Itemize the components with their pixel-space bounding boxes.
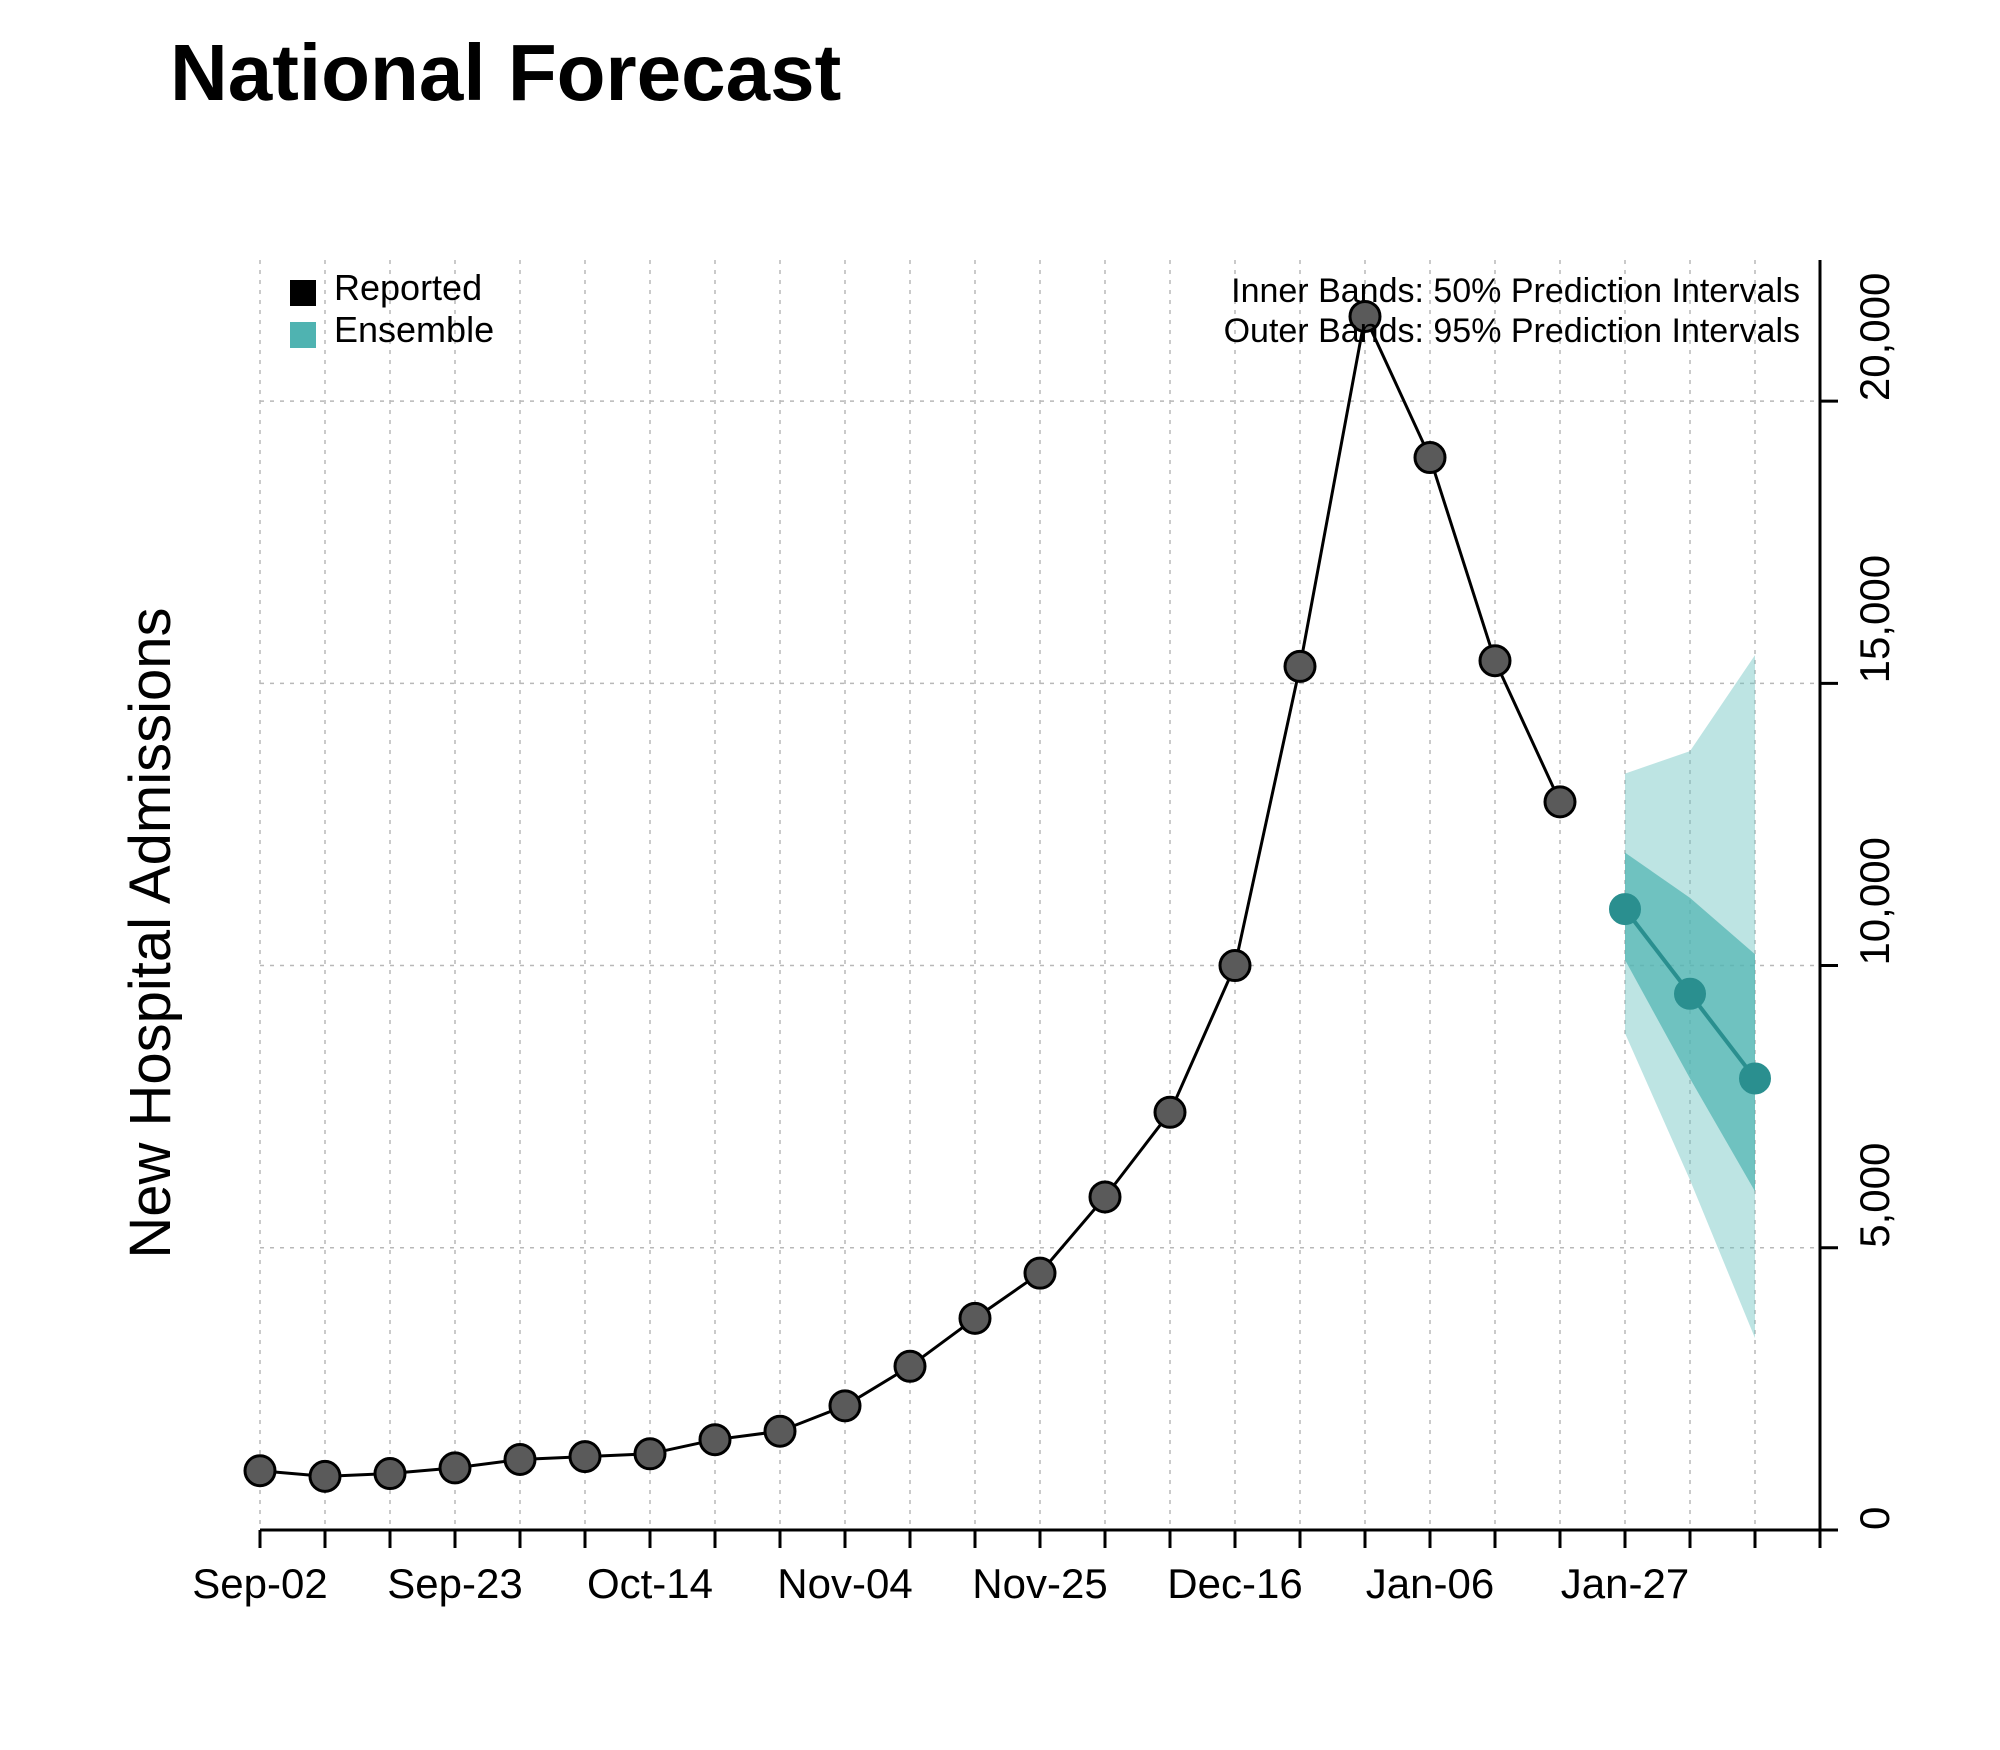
reported-point xyxy=(1155,1097,1185,1127)
reported-point xyxy=(245,1456,275,1486)
legend-label: Ensemble xyxy=(334,309,494,350)
reported-point xyxy=(1025,1258,1055,1288)
y-tick-label: 5,000 xyxy=(1851,1143,1898,1248)
x-tick-label: Sep-23 xyxy=(387,1560,522,1607)
reported-point xyxy=(1415,443,1445,473)
x-tick-label: Sep-02 xyxy=(192,1560,327,1607)
x-tick-label: Dec-16 xyxy=(1167,1560,1302,1607)
x-tick-label: Jan-27 xyxy=(1561,1560,1689,1607)
x-tick-label: Oct-14 xyxy=(587,1560,713,1607)
reported-point xyxy=(830,1391,860,1421)
reported-point xyxy=(1480,646,1510,676)
reported-point xyxy=(960,1303,990,1333)
reported-point xyxy=(310,1461,340,1491)
reported-point xyxy=(570,1442,600,1472)
ensemble-point xyxy=(1610,894,1640,924)
reported-point xyxy=(1220,951,1250,981)
y-tick-label: 15,000 xyxy=(1851,555,1898,683)
reported-point xyxy=(1090,1182,1120,1212)
prediction-interval-note: Outer Bands: 95% Prediction Intervals xyxy=(1224,312,1800,350)
reported-point xyxy=(765,1416,795,1446)
x-tick-label: Jan-06 xyxy=(1366,1560,1494,1607)
legend-label: Reported xyxy=(334,267,482,308)
y-tick-label: 20,000 xyxy=(1851,273,1898,401)
y-tick-label: 0 xyxy=(1851,1507,1898,1530)
reported-point xyxy=(1545,787,1575,817)
prediction-interval-note: Inner Bands: 50% Prediction Intervals xyxy=(1231,272,1800,310)
reported-point xyxy=(505,1444,535,1474)
x-tick-label: Nov-25 xyxy=(972,1560,1107,1607)
x-tick-label: Nov-04 xyxy=(777,1560,912,1607)
chart-title: National Forecast xyxy=(170,28,841,117)
y-tick-label: 10,000 xyxy=(1851,837,1898,965)
reported-point xyxy=(700,1425,730,1455)
legend-swatch xyxy=(290,280,316,306)
y-axis-label: New Hospital Admissions xyxy=(118,608,183,1259)
reported-point xyxy=(895,1351,925,1381)
legend-swatch xyxy=(290,322,316,348)
ensemble-point xyxy=(1675,979,1705,1009)
reported-point xyxy=(375,1459,405,1489)
reported-point xyxy=(440,1453,470,1483)
reported-point xyxy=(1285,651,1315,681)
reported-point xyxy=(635,1439,665,1469)
ensemble-point xyxy=(1740,1063,1770,1093)
forecast-chart: National Forecast Sep-02 Sep-23 Oct-14 Nov-0… xyxy=(0,0,2000,1750)
